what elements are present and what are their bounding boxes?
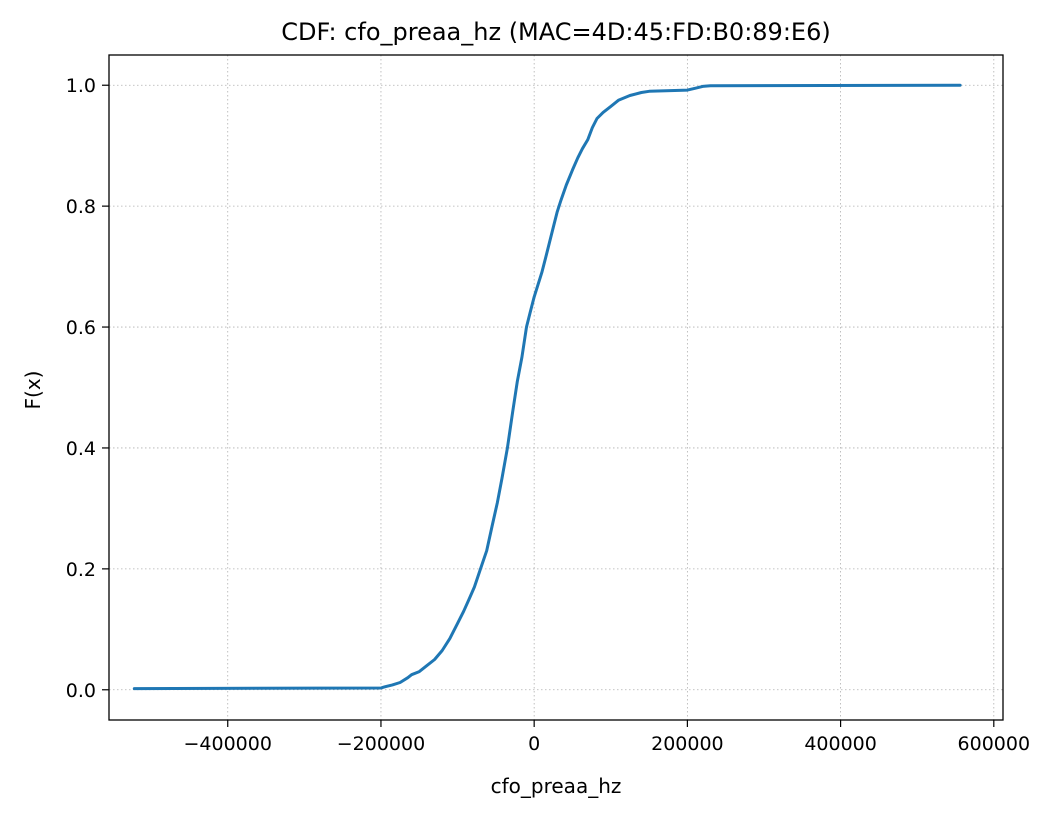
y-tick-label: 0.8: [66, 196, 96, 218]
y-tick-label: 0.4: [66, 438, 96, 460]
x-axis-label: cfo_preaa_hz: [491, 774, 622, 798]
x-tick-label: 600000: [958, 733, 1031, 755]
chart-title: CDF: cfo_preaa_hz (MAC=4D:45:FD:B0:89:E6…: [281, 18, 830, 46]
x-tick-label: 400000: [804, 733, 877, 755]
grid: [109, 55, 1003, 720]
cdf-series-line: [132, 83, 962, 691]
y-tick-label: 1.0: [66, 75, 96, 97]
x-tick-label: 0: [528, 733, 540, 755]
x-axis: −400000 −200000 0 200000 400000 600000: [184, 720, 1031, 755]
x-tick-label: 200000: [651, 733, 724, 755]
x-tick-label: −400000: [184, 733, 272, 755]
series-group: [132, 83, 962, 691]
plot-frame: [108, 54, 1004, 721]
y-axis: 0.0 0.2 0.4 0.6 0.8 1.0: [66, 75, 109, 702]
y-axis-label: F(x): [21, 371, 45, 410]
y-tick-label: 0.0: [66, 680, 96, 702]
x-tick-label: −200000: [337, 733, 425, 755]
y-tick-label: 0.6: [66, 317, 96, 339]
y-tick-label: 0.2: [66, 559, 96, 581]
